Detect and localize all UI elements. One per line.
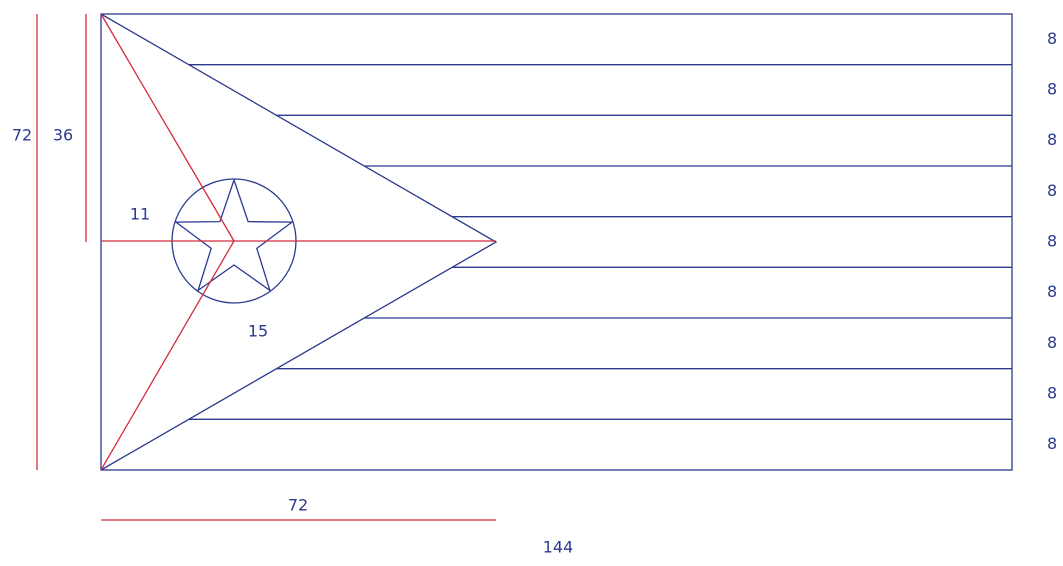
stripe-label: 8 — [1047, 29, 1057, 48]
stripe-label: 8 — [1047, 232, 1057, 251]
stripe-label: 8 — [1047, 434, 1057, 453]
width-label: 144 — [543, 538, 574, 557]
half-height-label: 36 — [53, 126, 73, 145]
triangle-length-label: 72 — [288, 496, 308, 515]
construction-line — [100, 13, 235, 242]
height-label: 72 — [12, 126, 32, 145]
star — [174, 177, 294, 293]
stripe-label: 8 — [1047, 181, 1057, 200]
stripe-label: 8 — [1047, 333, 1057, 352]
stripe-label: 8 — [1047, 384, 1057, 403]
flag-outline — [100, 13, 1013, 471]
star-diameter-label: 15 — [248, 322, 268, 341]
triangle — [100, 13, 498, 471]
star-offset-label: 11 — [130, 205, 150, 224]
stripe-label: 8 — [1047, 80, 1057, 99]
stripe-label: 8 — [1047, 130, 1057, 149]
construction-line — [100, 240, 235, 471]
stripe-label: 8 — [1047, 282, 1057, 301]
